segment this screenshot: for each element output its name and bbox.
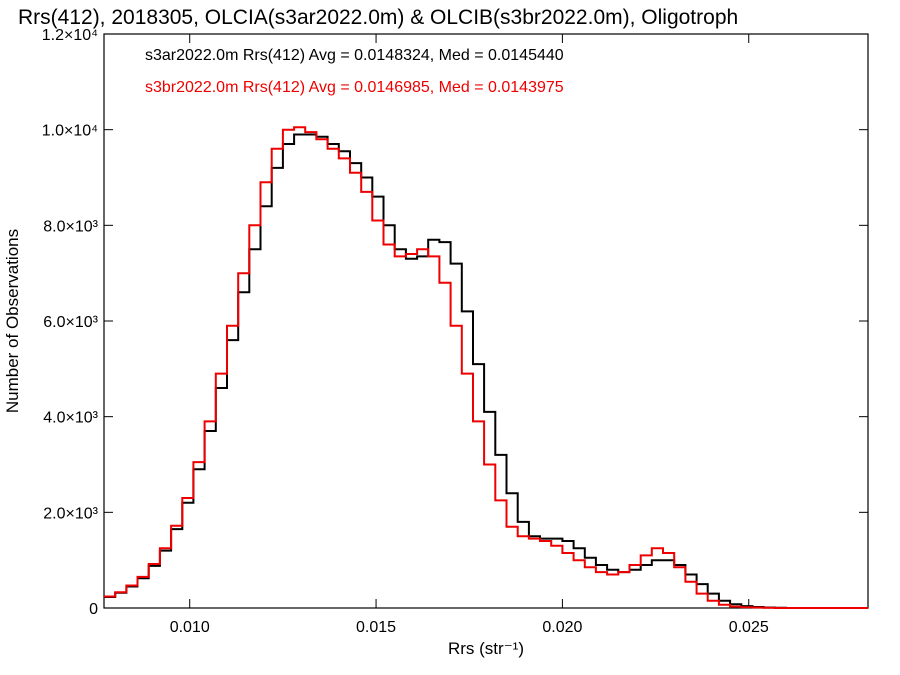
series-layer xyxy=(104,126,868,609)
y-tick-label: 1.0×10⁴ xyxy=(42,123,98,140)
plot-frame xyxy=(103,33,869,609)
x-axis-title: Rrs (str⁻¹) xyxy=(448,639,524,658)
y-tick-label: 1.2×10⁴ xyxy=(42,27,98,44)
y-axis: 0 2.0×10³ 4.0×10³ 6.0×10³ 8.0×10³ 1.0×10⁴ 1.2×… xyxy=(42,27,868,618)
y-tick-label: 2.0×10³ xyxy=(43,505,98,522)
legend-series-1: s3ar2022.0m Rrs(412) Avg = 0.0148324, Me… xyxy=(145,47,564,64)
legend-series-2: s3br2022.0m Rrs(412) Avg = 0.0146985, Me… xyxy=(145,79,564,96)
x-axis: 0.010 0.015 0.020 0.025 xyxy=(170,34,769,636)
y-tick-label: 4.0×10³ xyxy=(43,410,98,427)
y-axis-title: Number of Observations xyxy=(3,229,22,413)
y-tick-label: 6.0×10³ xyxy=(43,314,98,331)
y-tick-label: 0 xyxy=(89,601,98,618)
chart-title: Rrs(412), 2018305, OLCIA(s3ar2022.0m) & … xyxy=(18,6,738,29)
y-tick-label: 8.0×10³ xyxy=(43,218,98,235)
x-tick-label: 0.010 xyxy=(170,619,210,636)
x-tick-label: 0.020 xyxy=(542,619,582,636)
series-line-2 xyxy=(104,126,868,609)
series-line-1 xyxy=(104,133,868,609)
x-tick-label: 0.025 xyxy=(729,619,769,636)
x-tick-label: 0.015 xyxy=(356,619,396,636)
